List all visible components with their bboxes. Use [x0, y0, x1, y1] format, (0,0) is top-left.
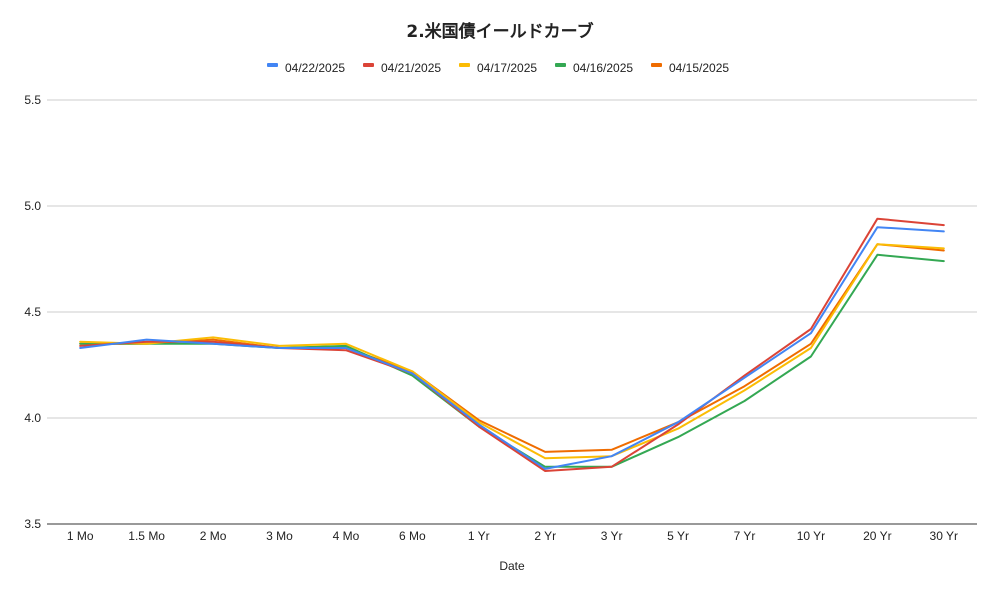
x-axis-tick-labels: 1 Mo 1.5 Mo 2 Mo 3 Mo 4 Mo 6 Mo 1 Yr 2 Yr 3 Yr 5 … — [67, 529, 958, 543]
x-tick-label: 20 Yr — [863, 529, 891, 543]
x-tick-label: 30 Yr — [930, 529, 958, 543]
legend-label: 04/21/2025 — [381, 61, 441, 75]
legend-label: 04/22/2025 — [285, 61, 345, 75]
x-axis-title: Date — [499, 559, 525, 573]
y-tick-label: 5.5 — [24, 93, 41, 107]
legend-item: 04/22/2025 — [267, 61, 345, 75]
x-tick-label: 1 Mo — [67, 529, 94, 543]
series-line-04-17-2025 — [79, 243, 945, 460]
x-tick-label: 3 Yr — [601, 529, 623, 543]
y-tick-label: 3.5 — [24, 517, 41, 531]
y-tick-label: 4.0 — [24, 411, 41, 425]
y-axis-tick-labels: 3.5 4.0 4.5 5.0 5.5 — [24, 93, 41, 531]
x-tick-label: 2 Yr — [534, 529, 556, 543]
x-tick-label: 7 Yr — [734, 529, 756, 543]
series-line-04-15-2025 — [79, 243, 945, 453]
y-tick-label: 5.0 — [24, 199, 41, 213]
legend-swatch — [651, 63, 662, 67]
x-tick-label: 10 Yr — [797, 529, 825, 543]
x-tick-label: 1.5 Mo — [128, 529, 165, 543]
x-tick-label: 3 Mo — [266, 529, 293, 543]
y-tick-label: 4.5 — [24, 305, 41, 319]
x-tick-label: 2 Mo — [200, 529, 227, 543]
chart-title: 2.米国債イールドカーブ — [406, 21, 593, 42]
legend-label: 04/16/2025 — [573, 61, 633, 75]
legend-label: 04/17/2025 — [477, 61, 537, 75]
legend-item: 04/15/2025 — [651, 61, 729, 75]
legend-swatch — [459, 63, 470, 67]
legend-swatch — [555, 63, 566, 67]
legend-item: 04/17/2025 — [459, 61, 537, 75]
legend-swatch — [267, 63, 278, 67]
series-lines — [79, 217, 945, 472]
legend-item: 04/21/2025 — [363, 61, 441, 75]
legend-label: 04/15/2025 — [669, 61, 729, 75]
legend-swatch — [363, 63, 374, 67]
legend-item: 04/16/2025 — [555, 61, 633, 75]
chart-legend: 04/22/2025 04/21/2025 04/17/2025 04/16/2025… — [267, 61, 729, 75]
y-gridlines — [47, 99, 977, 525]
series-line-04-22-2025 — [79, 226, 945, 470]
x-tick-label: 1 Yr — [468, 529, 490, 543]
x-tick-label: 6 Mo — [399, 529, 426, 543]
x-tick-label: 5 Yr — [667, 529, 689, 543]
x-tick-label: 4 Mo — [333, 529, 360, 543]
series-line-04-21-2025 — [79, 217, 945, 472]
